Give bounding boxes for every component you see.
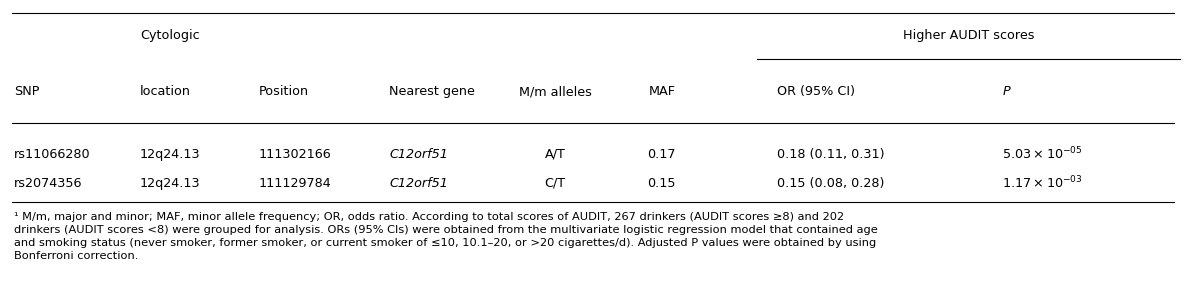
Text: C12orf51: C12orf51 xyxy=(389,176,448,190)
Text: $5.03 \times 10^{-05}$: $5.03 \times 10^{-05}$ xyxy=(1002,146,1083,163)
Text: MAF: MAF xyxy=(649,85,675,98)
Text: SNP: SNP xyxy=(14,85,40,98)
Text: 111129784: 111129784 xyxy=(259,176,331,190)
Text: Higher AUDIT scores: Higher AUDIT scores xyxy=(903,29,1034,42)
Text: 111302166: 111302166 xyxy=(259,148,331,161)
Text: rs2074356: rs2074356 xyxy=(14,176,83,190)
Text: C/T: C/T xyxy=(544,176,566,190)
Text: 12q24.13: 12q24.13 xyxy=(140,148,200,161)
Text: rs11066280: rs11066280 xyxy=(14,148,91,161)
Text: location: location xyxy=(140,85,191,98)
Text: 0.18 (0.11, 0.31): 0.18 (0.11, 0.31) xyxy=(777,148,885,161)
Text: M/m alleles: M/m alleles xyxy=(518,85,592,98)
Text: 0.15 (0.08, 0.28): 0.15 (0.08, 0.28) xyxy=(777,176,885,190)
Text: Cytologic: Cytologic xyxy=(140,29,199,42)
Text: Position: Position xyxy=(259,85,308,98)
Text: Nearest gene: Nearest gene xyxy=(389,85,474,98)
Text: P: P xyxy=(1002,85,1010,98)
Text: 0.15: 0.15 xyxy=(648,176,676,190)
Text: $1.17 \times 10^{-03}$: $1.17 \times 10^{-03}$ xyxy=(1002,175,1083,191)
Text: A/T: A/T xyxy=(544,148,566,161)
Text: 12q24.13: 12q24.13 xyxy=(140,176,200,190)
Text: OR (95% CI): OR (95% CI) xyxy=(777,85,855,98)
Text: ¹ M/m, major and minor; MAF, minor allele frequency; OR, odds ratio. According t: ¹ M/m, major and minor; MAF, minor allel… xyxy=(14,212,878,261)
Text: C12orf51: C12orf51 xyxy=(389,148,448,161)
Text: 0.17: 0.17 xyxy=(648,148,676,161)
